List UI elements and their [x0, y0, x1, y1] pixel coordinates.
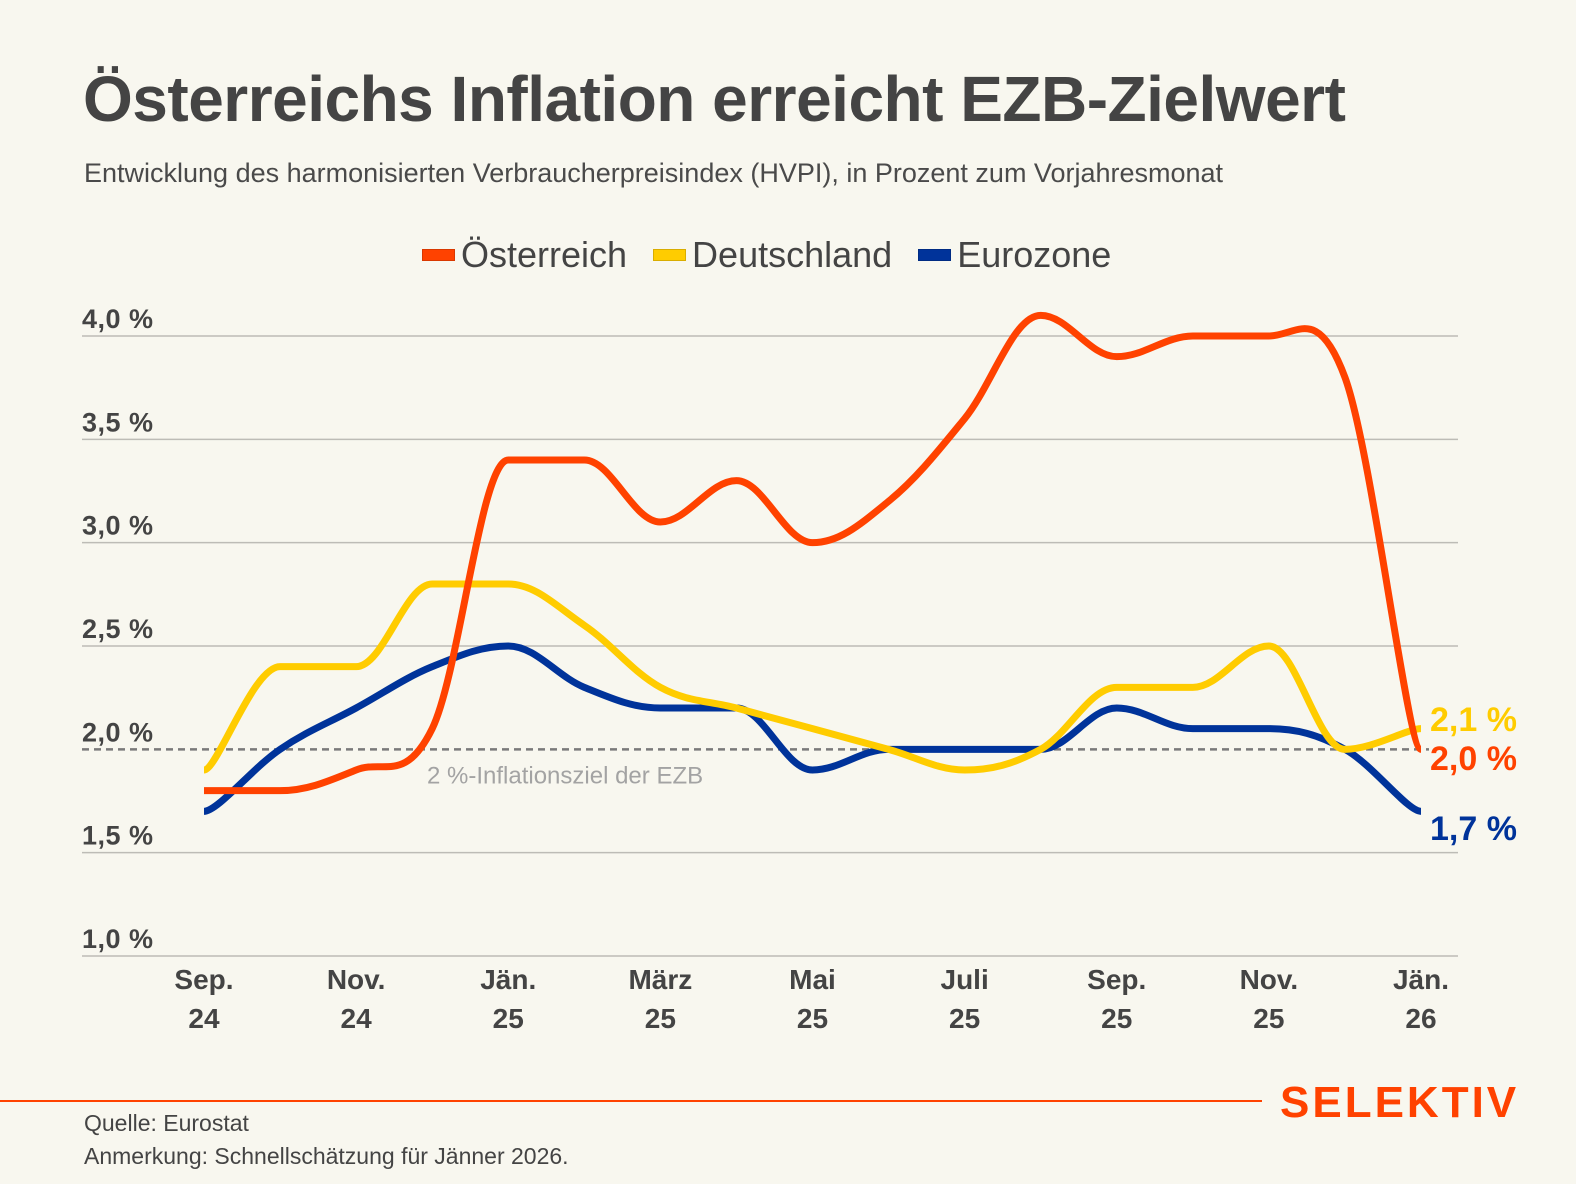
y-tick-label: 4,0 % — [82, 304, 154, 334]
legend-item-eurozone: Eurozone — [918, 234, 1111, 276]
series-line-austria — [203, 311, 1425, 795]
legend-label-germany: Deutschland — [692, 234, 893, 275]
brand-logo: SELEKTIV — [1280, 1078, 1520, 1127]
x-tick-label-year: 25 — [645, 1003, 676, 1034]
y-tick-label: 2,5 % — [82, 614, 154, 644]
x-tick-label: März — [628, 964, 692, 995]
legend-swatch-austria — [422, 249, 455, 261]
x-tick-label: Nov. — [327, 964, 386, 995]
x-tick-label: Sep. — [1087, 964, 1146, 995]
chart-subtitle: Entwicklung des harmonisierten Verbrauch… — [84, 158, 1224, 188]
x-tick-label: Jän. — [480, 964, 536, 995]
end-labels: 2,0 %2,1 % 1,7 % — [1430, 701, 1517, 848]
y-tick-label: 1,0 % — [82, 924, 154, 954]
x-tick-label: Jän. — [1393, 964, 1449, 995]
grid-layer — [82, 335, 1458, 957]
series-line-germany — [202, 580, 1422, 774]
x-tick-label-year: 25 — [1253, 1003, 1284, 1034]
legend-swatch-germany — [653, 249, 687, 261]
y-tick-label: 3,5 % — [82, 407, 154, 437]
x-tick-label-year: 25 — [949, 1003, 980, 1034]
legend-label-eurozone: Eurozone — [957, 234, 1112, 275]
y-tick-label: 2,0 % — [82, 717, 154, 747]
series-layer — [202, 311, 1425, 815]
legend-item-germany: Deutschland — [653, 234, 892, 276]
legend: Österreich Deutschland Eurozone — [422, 234, 1111, 276]
x-tick-label: Juli — [941, 964, 989, 995]
end-label-germany: 2,1 % — [1430, 701, 1517, 739]
x-tick-label: Mai — [789, 964, 836, 995]
x-tick-label: Nov. — [1240, 964, 1299, 995]
footer-divider — [0, 1100, 1262, 1102]
target-layer: 2 %-Inflationsziel der EZB — [82, 748, 1429, 789]
ezb-target-label: 2 %-Inflationsziel der EZB — [427, 762, 703, 789]
y-tick-label: 1,5 % — [82, 821, 154, 851]
footnote: Anmerkung: Schnellschätzung für Jänner 2… — [84, 1143, 569, 1169]
x-tick-label: Sep. — [174, 964, 233, 995]
x-tick-label-year: 26 — [1405, 1003, 1436, 1034]
legend-swatch-eurozone — [918, 249, 952, 261]
end-label-austria: 2,0 % — [1430, 740, 1517, 778]
x-axis-labels: Sep. 24 Nov. 24 Jän. 25 März 25 Mai 25 Juli 25 Sep. 2… — [174, 964, 1449, 1034]
legend-item-austria: Österreich — [422, 234, 627, 276]
x-tick-label-year: 25 — [797, 1003, 828, 1034]
series-line-eurozone — [203, 642, 1422, 815]
x-tick-label-year: 24 — [188, 1003, 220, 1034]
legend-label-austria: Österreich — [461, 234, 628, 275]
y-tick-label: 3,0 % — [82, 511, 154, 541]
chart-title: Österreichs Inflation erreicht EZB-Zielw… — [83, 63, 1346, 135]
source-note: Quelle: Eurostat — [84, 1110, 249, 1136]
y-axis-labels: 1,0 % 1,5 % 2,0 % 2,5 % 3,0 % 3,5 % 4,0 % — [82, 304, 154, 954]
end-label-eurozone: 1,7 % — [1430, 810, 1517, 848]
x-tick-label-year: 25 — [493, 1003, 524, 1034]
x-tick-label-year: 25 — [1101, 1003, 1132, 1034]
x-tick-label-year: 24 — [341, 1003, 373, 1034]
